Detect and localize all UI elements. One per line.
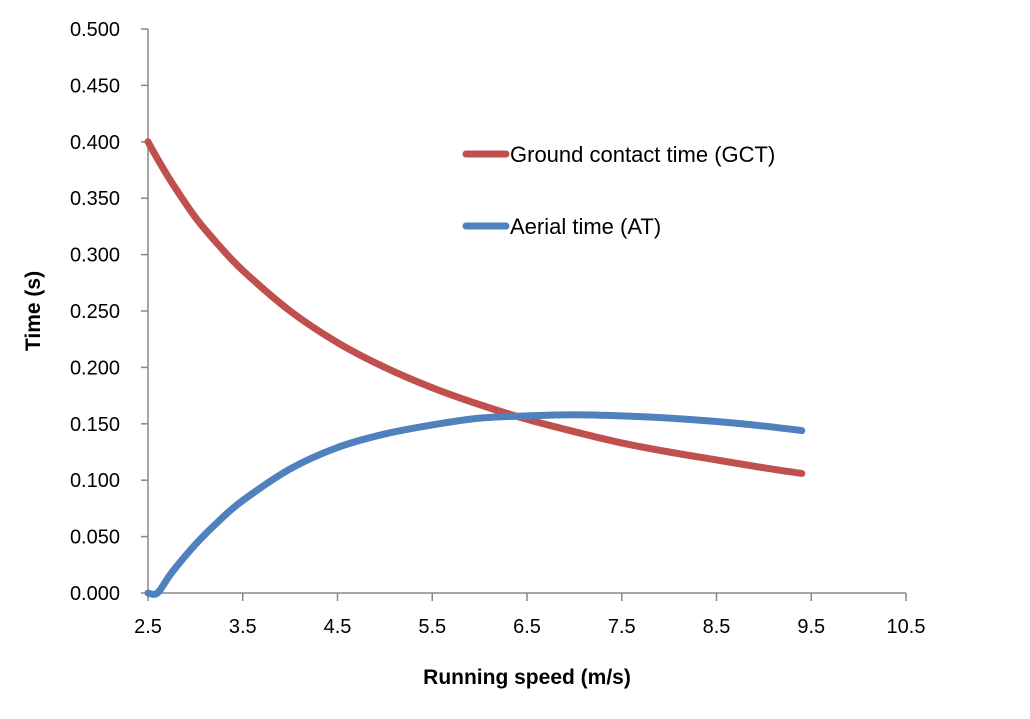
- y-axis-title: Time (s): [22, 271, 45, 351]
- series-lines: [144, 138, 806, 598]
- legend-label-at: Aerial time (AT): [510, 214, 661, 239]
- y-tick-label: 0.150: [70, 414, 120, 436]
- y-tick-label: 0.400: [70, 132, 120, 154]
- series-line-at: [144, 411, 806, 598]
- x-tick-label: 8.5: [703, 616, 731, 638]
- y-tick-label: 0.100: [70, 470, 120, 492]
- x-tick-label: 7.5: [608, 616, 636, 638]
- x-tick-label: 3.5: [229, 616, 257, 638]
- y-tick-label: 0.050: [70, 527, 120, 549]
- y-tick-label: 0.250: [70, 301, 120, 323]
- x-tick-label: 6.5: [513, 616, 541, 638]
- x-tick-label: 10.5: [887, 616, 926, 638]
- x-tick-label: 2.5: [134, 616, 162, 638]
- x-tick-label: 9.5: [797, 616, 825, 638]
- tick-labels: 2.5 3.5 4.5 5.5 6.5 7.5 8.5 9.5 10.5 0.000 0.050 0.…: [70, 19, 926, 638]
- x-axis-title: Running speed (m/s): [423, 666, 631, 689]
- x-tick-label: 5.5: [418, 616, 446, 638]
- x-tick-label: 4.5: [324, 616, 352, 638]
- axes: [141, 28, 907, 601]
- y-tick-label: 0.300: [70, 245, 120, 267]
- y-tick-label: 0.200: [70, 357, 120, 379]
- y-tick-label: 0.000: [70, 583, 120, 605]
- legend-label-gct: Ground contact time (GCT): [510, 142, 775, 167]
- series-line-gct: [144, 138, 806, 477]
- y-tick-label: 0.500: [70, 19, 120, 41]
- legend: Ground contact time (GCT) Aerial time (A…: [462, 142, 775, 239]
- y-tick-label: 0.350: [70, 188, 120, 210]
- y-tick-label: 0.450: [70, 75, 120, 97]
